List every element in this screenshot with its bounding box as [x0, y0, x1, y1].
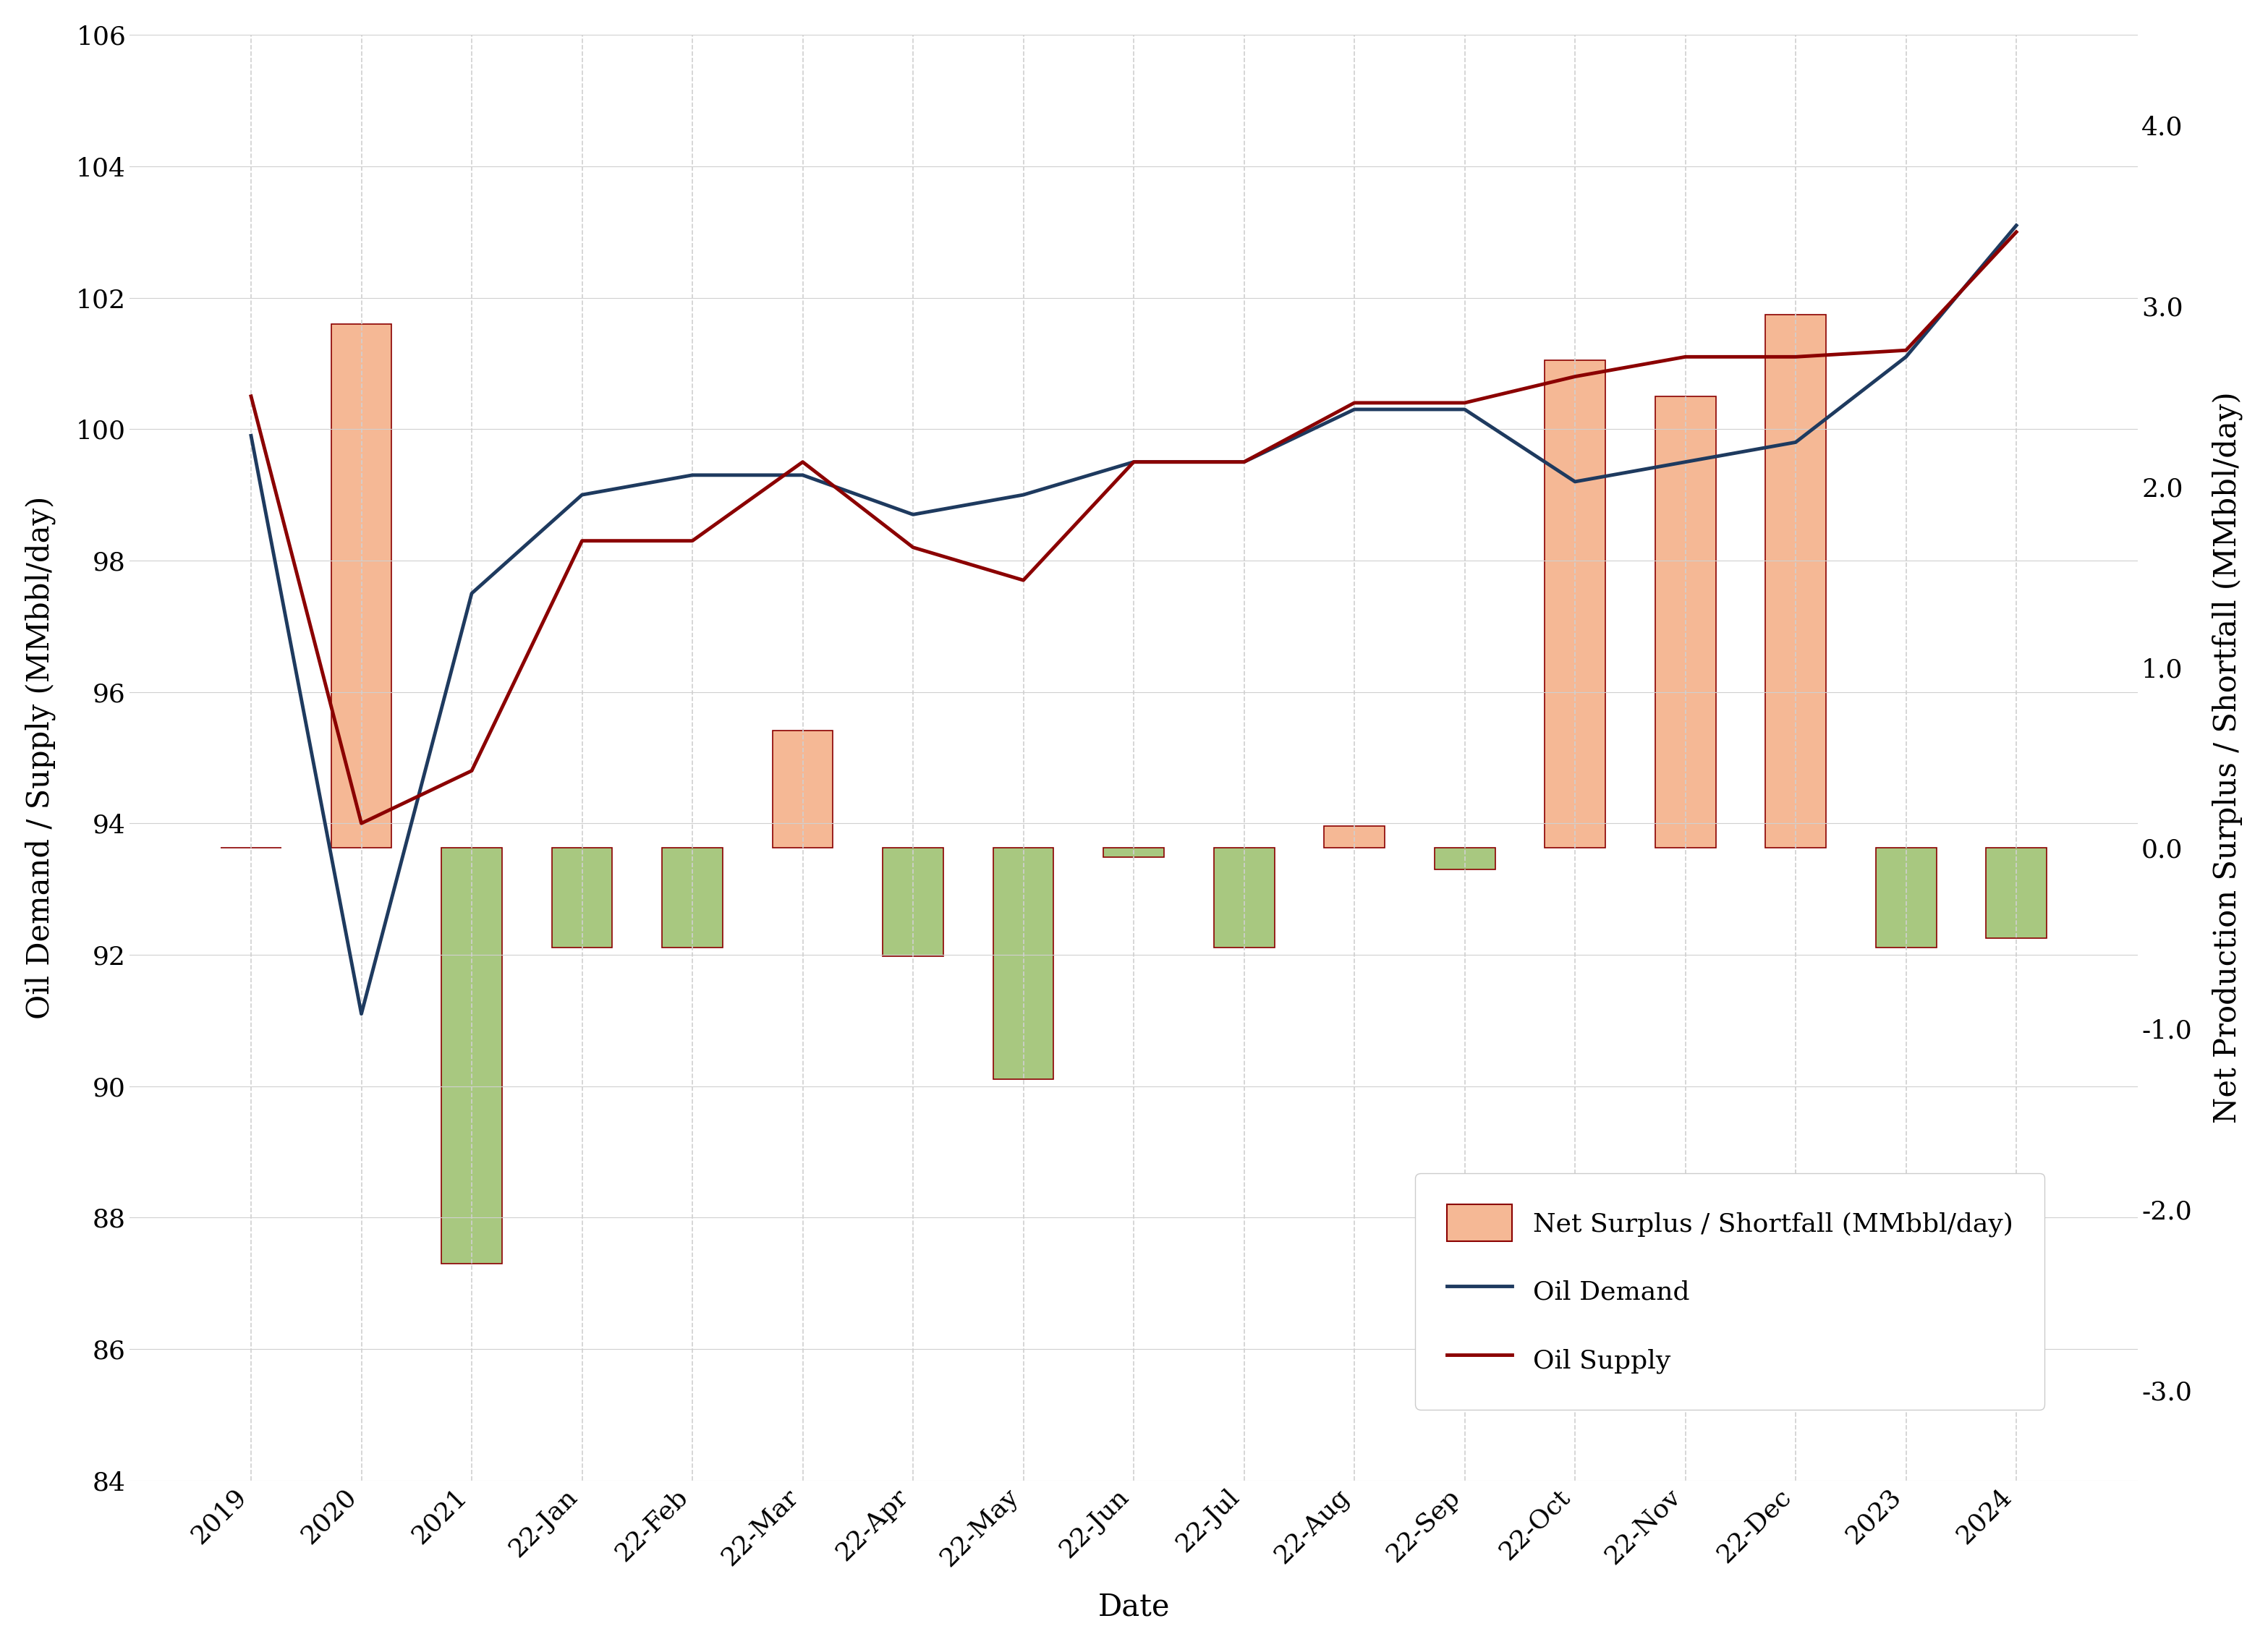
Bar: [1102, 848, 1163, 856]
Legend: Net Surplus / Shortfall (MMbbl/day), Oil Demand, Oil Supply: Net Surplus / Shortfall (MMbbl/day), Oil…: [1415, 1173, 2043, 1410]
Bar: [1325, 827, 1386, 848]
Bar: [773, 731, 832, 848]
X-axis label: Date: Date: [1098, 1591, 1170, 1622]
Bar: [331, 324, 392, 848]
Bar: [1433, 848, 1495, 870]
Bar: [1656, 397, 1715, 848]
Y-axis label: Net Production Surplus / Shortfall (MMbbl/day): Net Production Surplus / Shortfall (MMbb…: [2211, 392, 2243, 1123]
Bar: [662, 848, 723, 947]
Bar: [1545, 361, 1606, 848]
Bar: [882, 848, 943, 957]
Bar: [442, 848, 501, 1263]
Bar: [551, 848, 612, 947]
Bar: [993, 848, 1055, 1079]
Bar: [1213, 848, 1275, 947]
Bar: [1987, 848, 2046, 939]
Y-axis label: Oil Demand / Supply (MMbbl/day): Oil Demand / Supply (MMbbl/day): [25, 496, 57, 1019]
Bar: [1876, 848, 1937, 947]
Bar: [1765, 315, 1826, 848]
